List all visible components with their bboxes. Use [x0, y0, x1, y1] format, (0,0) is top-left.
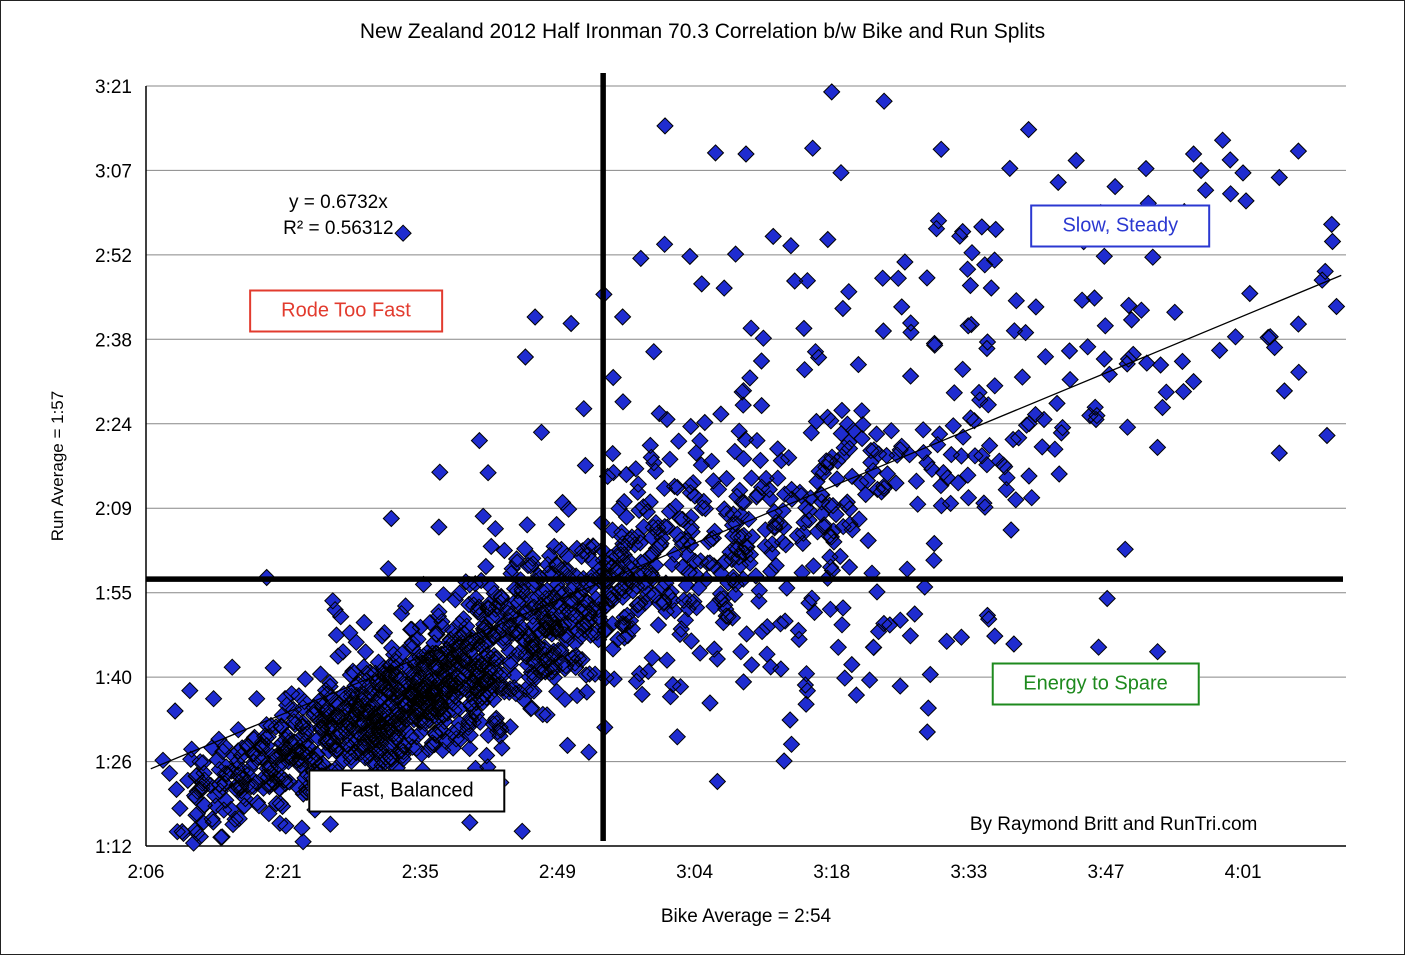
r-squared-line: R² = 0.56312: [283, 218, 394, 240]
quadrant-label: Fast, Balanced: [340, 779, 474, 802]
quadrant-box-rode-too-fast: Rode Too Fast: [249, 289, 443, 333]
y-tick-label: 1:40: [95, 668, 132, 689]
quadrant-box-slow-steady: Slow, Steady: [1030, 204, 1211, 248]
x-tick-label: 2:06: [128, 862, 165, 883]
y-tick-label: 2:52: [95, 246, 132, 267]
x-tick-label: 3:33: [950, 862, 987, 883]
trendline-equation: y = 0.6732x R² = 0.56312: [283, 190, 393, 242]
x-tick-label: 2:21: [265, 862, 302, 883]
y-axis-label: Run Average = 1:57: [48, 390, 67, 542]
credit-text: By Raymond Britt and RunTri.com: [969, 813, 1258, 835]
quadrant-box-energy-to-spare: Energy to Spare: [991, 662, 1200, 706]
y-tick-label: 3:07: [95, 161, 132, 182]
x-tick-label: 3:47: [1088, 862, 1125, 883]
x-tick-label: 3:18: [813, 862, 850, 883]
x-tick-label: 2:49: [539, 862, 576, 883]
y-tick-label: 2:09: [95, 499, 132, 520]
y-tick-label: 2:24: [95, 415, 132, 436]
quadrant-label: Energy to Spare: [1023, 672, 1168, 695]
quadrant-label: Rode Too Fast: [281, 299, 411, 322]
x-tick-label: 2:35: [402, 862, 439, 883]
x-tick-label: 3:04: [676, 862, 713, 883]
y-tick-label: 1:55: [95, 584, 132, 605]
quadrant-box-fast-balanced: Fast, Balanced: [308, 769, 506, 813]
equation-line: y = 0.6732x: [288, 192, 388, 214]
y-tick-label: 1:12: [95, 837, 132, 858]
trend-line: [150, 274, 1342, 770]
y-tick-label: 3:21: [95, 77, 132, 98]
quadrant-label: Slow, Steady: [1062, 214, 1179, 237]
x-axis-label: Bike Average = 2:54: [660, 906, 832, 927]
y-tick-label: 2:38: [95, 330, 132, 351]
x-tick-label: 4:01: [1225, 862, 1262, 883]
chart-title: New Zealand 2012 Half Ironman 70.3 Corre…: [359, 20, 1046, 43]
y-tick-label: 1:26: [95, 753, 132, 774]
